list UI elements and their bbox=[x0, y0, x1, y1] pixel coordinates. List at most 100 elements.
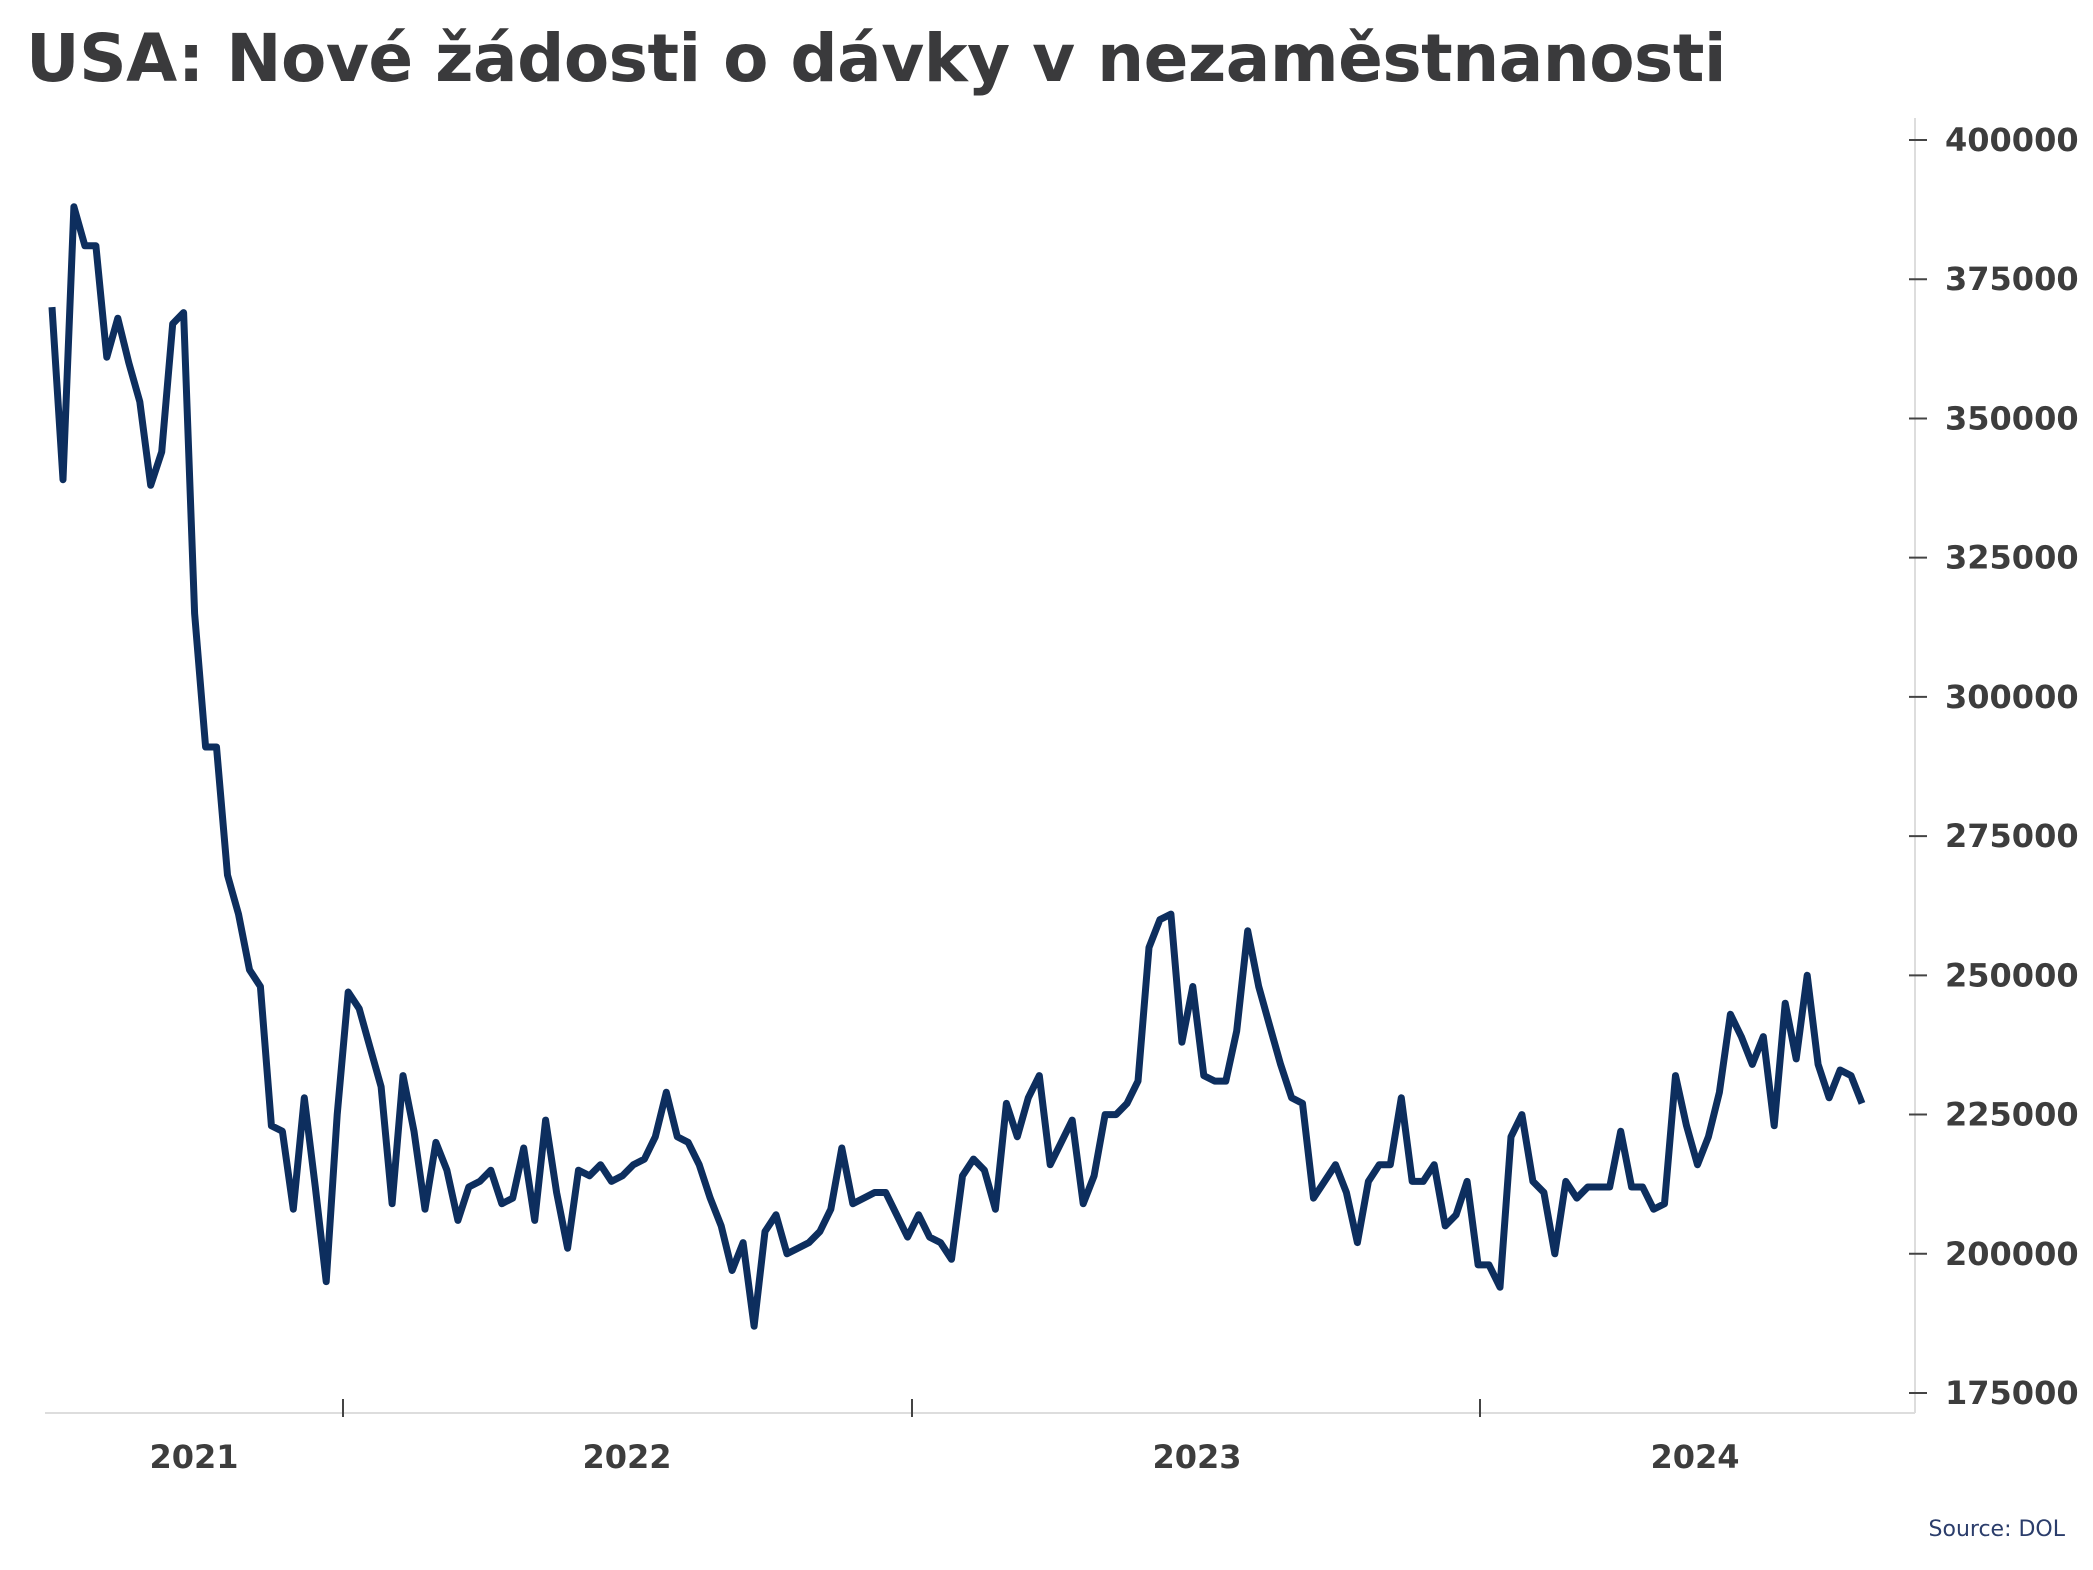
data-point bbox=[49, 304, 55, 310]
data-point bbox=[312, 1184, 318, 1190]
data-point bbox=[1135, 1078, 1141, 1084]
data-point bbox=[609, 1178, 615, 1184]
data-point bbox=[400, 1073, 406, 1079]
y-tick-label: 200000 bbox=[1945, 1235, 2079, 1273]
data-point bbox=[1376, 1162, 1382, 1168]
data-point bbox=[268, 1123, 274, 1129]
data-point bbox=[971, 1156, 977, 1162]
data-point bbox=[1826, 1095, 1832, 1101]
data-point bbox=[992, 1206, 998, 1212]
data-point bbox=[1420, 1178, 1426, 1184]
data-point bbox=[192, 610, 198, 616]
data-point bbox=[82, 243, 88, 249]
data-point bbox=[1815, 1061, 1821, 1067]
data-point bbox=[795, 1245, 801, 1251]
data-point bbox=[466, 1184, 472, 1190]
data-point bbox=[1179, 1039, 1185, 1045]
data-point bbox=[1289, 1095, 1295, 1101]
data-point bbox=[1716, 1089, 1722, 1095]
data-point bbox=[1190, 984, 1196, 990]
data-point bbox=[1014, 1134, 1020, 1140]
data-point bbox=[1859, 1100, 1865, 1106]
data-point bbox=[1837, 1067, 1843, 1073]
data-point bbox=[1431, 1162, 1437, 1168]
data-point bbox=[1365, 1178, 1371, 1184]
data-point bbox=[850, 1201, 856, 1207]
data-point bbox=[1629, 1184, 1635, 1190]
data-point bbox=[1618, 1128, 1624, 1134]
data-point bbox=[938, 1240, 944, 1246]
data-point bbox=[1113, 1112, 1119, 1118]
data-point bbox=[1727, 1011, 1733, 1017]
data-point bbox=[883, 1190, 889, 1196]
data-point bbox=[598, 1162, 604, 1168]
data-point bbox=[1102, 1112, 1108, 1118]
data-point bbox=[356, 1006, 362, 1012]
data-point bbox=[1157, 917, 1163, 923]
data-point bbox=[104, 354, 110, 360]
data-point bbox=[126, 360, 132, 366]
data-point bbox=[1497, 1284, 1503, 1290]
data-point bbox=[751, 1323, 757, 1329]
x-tick-label: 2023 bbox=[1152, 1438, 1241, 1476]
data-point bbox=[1563, 1178, 1569, 1184]
data-point bbox=[1091, 1173, 1097, 1179]
data-point bbox=[1684, 1123, 1690, 1129]
data-point bbox=[1311, 1195, 1317, 1201]
data-point bbox=[236, 911, 242, 917]
y-tick-label: 175000 bbox=[1945, 1374, 2079, 1412]
y-tick-label: 300000 bbox=[1945, 678, 2079, 716]
data-point bbox=[455, 1217, 461, 1223]
data-point bbox=[1464, 1178, 1470, 1184]
data-point bbox=[1705, 1134, 1711, 1140]
data-point bbox=[247, 967, 253, 973]
data-point bbox=[1475, 1262, 1481, 1268]
data-point bbox=[872, 1190, 878, 1196]
source-note: Source: DOL bbox=[1928, 1517, 2065, 1542]
data-point bbox=[554, 1190, 560, 1196]
x-tick-label: 2022 bbox=[582, 1438, 671, 1476]
data-point bbox=[641, 1156, 647, 1162]
data-point bbox=[433, 1139, 439, 1145]
data-point bbox=[960, 1173, 966, 1179]
data-point bbox=[203, 744, 209, 750]
data-point bbox=[1333, 1162, 1339, 1168]
data-point bbox=[1673, 1073, 1679, 1079]
data-point bbox=[225, 872, 231, 878]
data-point bbox=[334, 1112, 340, 1118]
data-point bbox=[214, 744, 220, 750]
y-tick-label: 400000 bbox=[1945, 121, 2079, 159]
data-point bbox=[521, 1145, 527, 1151]
data-point bbox=[927, 1234, 933, 1240]
data-point bbox=[367, 1045, 373, 1051]
data-point bbox=[488, 1167, 494, 1173]
data-point bbox=[576, 1167, 582, 1173]
data-point bbox=[93, 243, 99, 249]
data-point bbox=[1530, 1178, 1536, 1184]
data-point bbox=[137, 399, 143, 405]
data-point bbox=[444, 1167, 450, 1173]
y-tick-label: 350000 bbox=[1945, 399, 2079, 437]
data-point bbox=[1354, 1240, 1360, 1246]
data-point bbox=[740, 1240, 746, 1246]
data-point bbox=[1003, 1100, 1009, 1106]
data-point bbox=[1080, 1201, 1086, 1207]
data-point bbox=[71, 204, 77, 210]
data-point bbox=[1552, 1251, 1558, 1257]
data-point bbox=[1760, 1034, 1766, 1040]
data-point bbox=[652, 1134, 658, 1140]
data-point bbox=[663, 1089, 669, 1095]
data-point bbox=[1640, 1184, 1646, 1190]
data-point bbox=[1585, 1184, 1591, 1190]
data-point bbox=[181, 310, 187, 316]
data-point bbox=[170, 321, 176, 327]
data-point bbox=[1234, 1028, 1240, 1034]
x-axis-labels: 2021 2022 2023 2024 bbox=[149, 1399, 1740, 1476]
data-point bbox=[1223, 1078, 1229, 1084]
data-point bbox=[532, 1217, 538, 1223]
data-point bbox=[1453, 1212, 1459, 1218]
data-point bbox=[1398, 1095, 1404, 1101]
data-point bbox=[905, 1234, 911, 1240]
data-point bbox=[1267, 1023, 1273, 1029]
data-point bbox=[1793, 1056, 1799, 1062]
